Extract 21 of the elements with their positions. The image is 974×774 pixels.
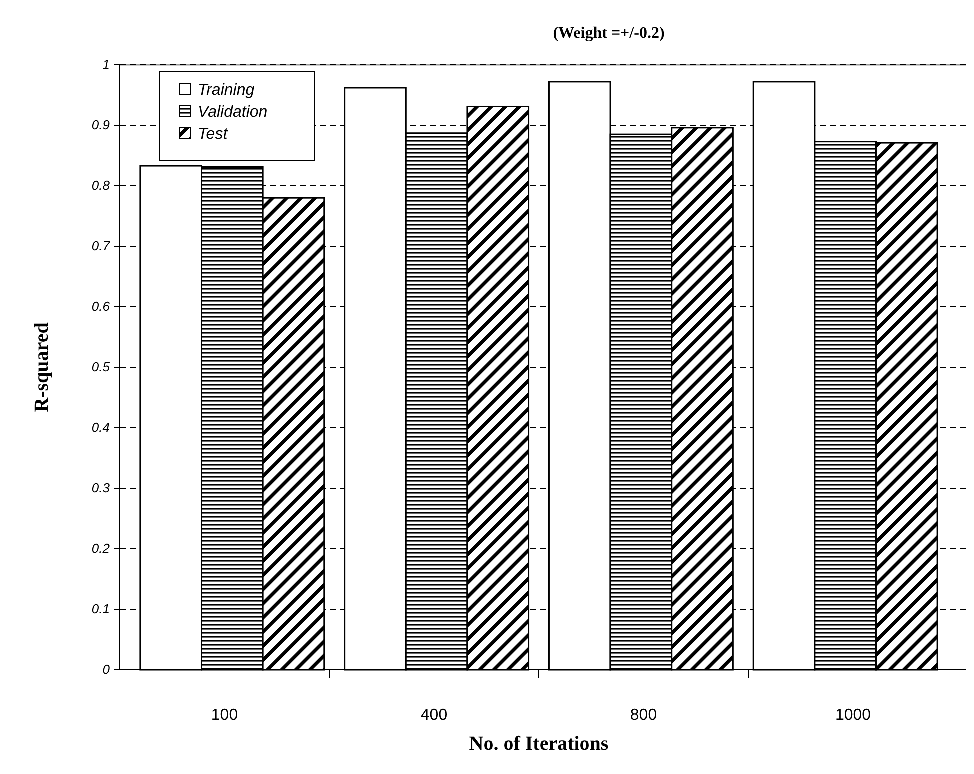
y-tick-label: 0.8 <box>92 178 111 193</box>
legend-label: Validation <box>198 104 268 121</box>
y-tick-label: 0.5 <box>92 360 111 374</box>
legend-label: Training <box>198 82 255 99</box>
legend-label: Test <box>198 126 228 143</box>
y-tick-label: 0.2 <box>92 541 111 556</box>
x-tick-label: 1000 <box>835 707 872 724</box>
y-tick-label: 0.3 <box>92 480 111 496</box>
y-tick-label: 0.1 <box>92 602 110 616</box>
y-tick-label: 0 <box>102 662 111 677</box>
x-tick-label: 100 <box>211 707 238 724</box>
x-tick-label: 800 <box>630 707 658 724</box>
y-tick-label: 0.9 <box>92 118 110 132</box>
y-tick-label: 0.7 <box>92 238 111 254</box>
x-tick-label: 400 <box>420 707 448 724</box>
chart-title: (Weight =+/-0.2) <box>553 25 665 42</box>
y-tick-label: 0.6 <box>92 299 111 314</box>
x-axis-title: No. of Iterations <box>469 733 609 755</box>
y-axis-title: R-squared <box>31 322 53 412</box>
y-tick-label: 1 <box>102 57 110 72</box>
y-tick-label: 0.4 <box>92 420 110 435</box>
